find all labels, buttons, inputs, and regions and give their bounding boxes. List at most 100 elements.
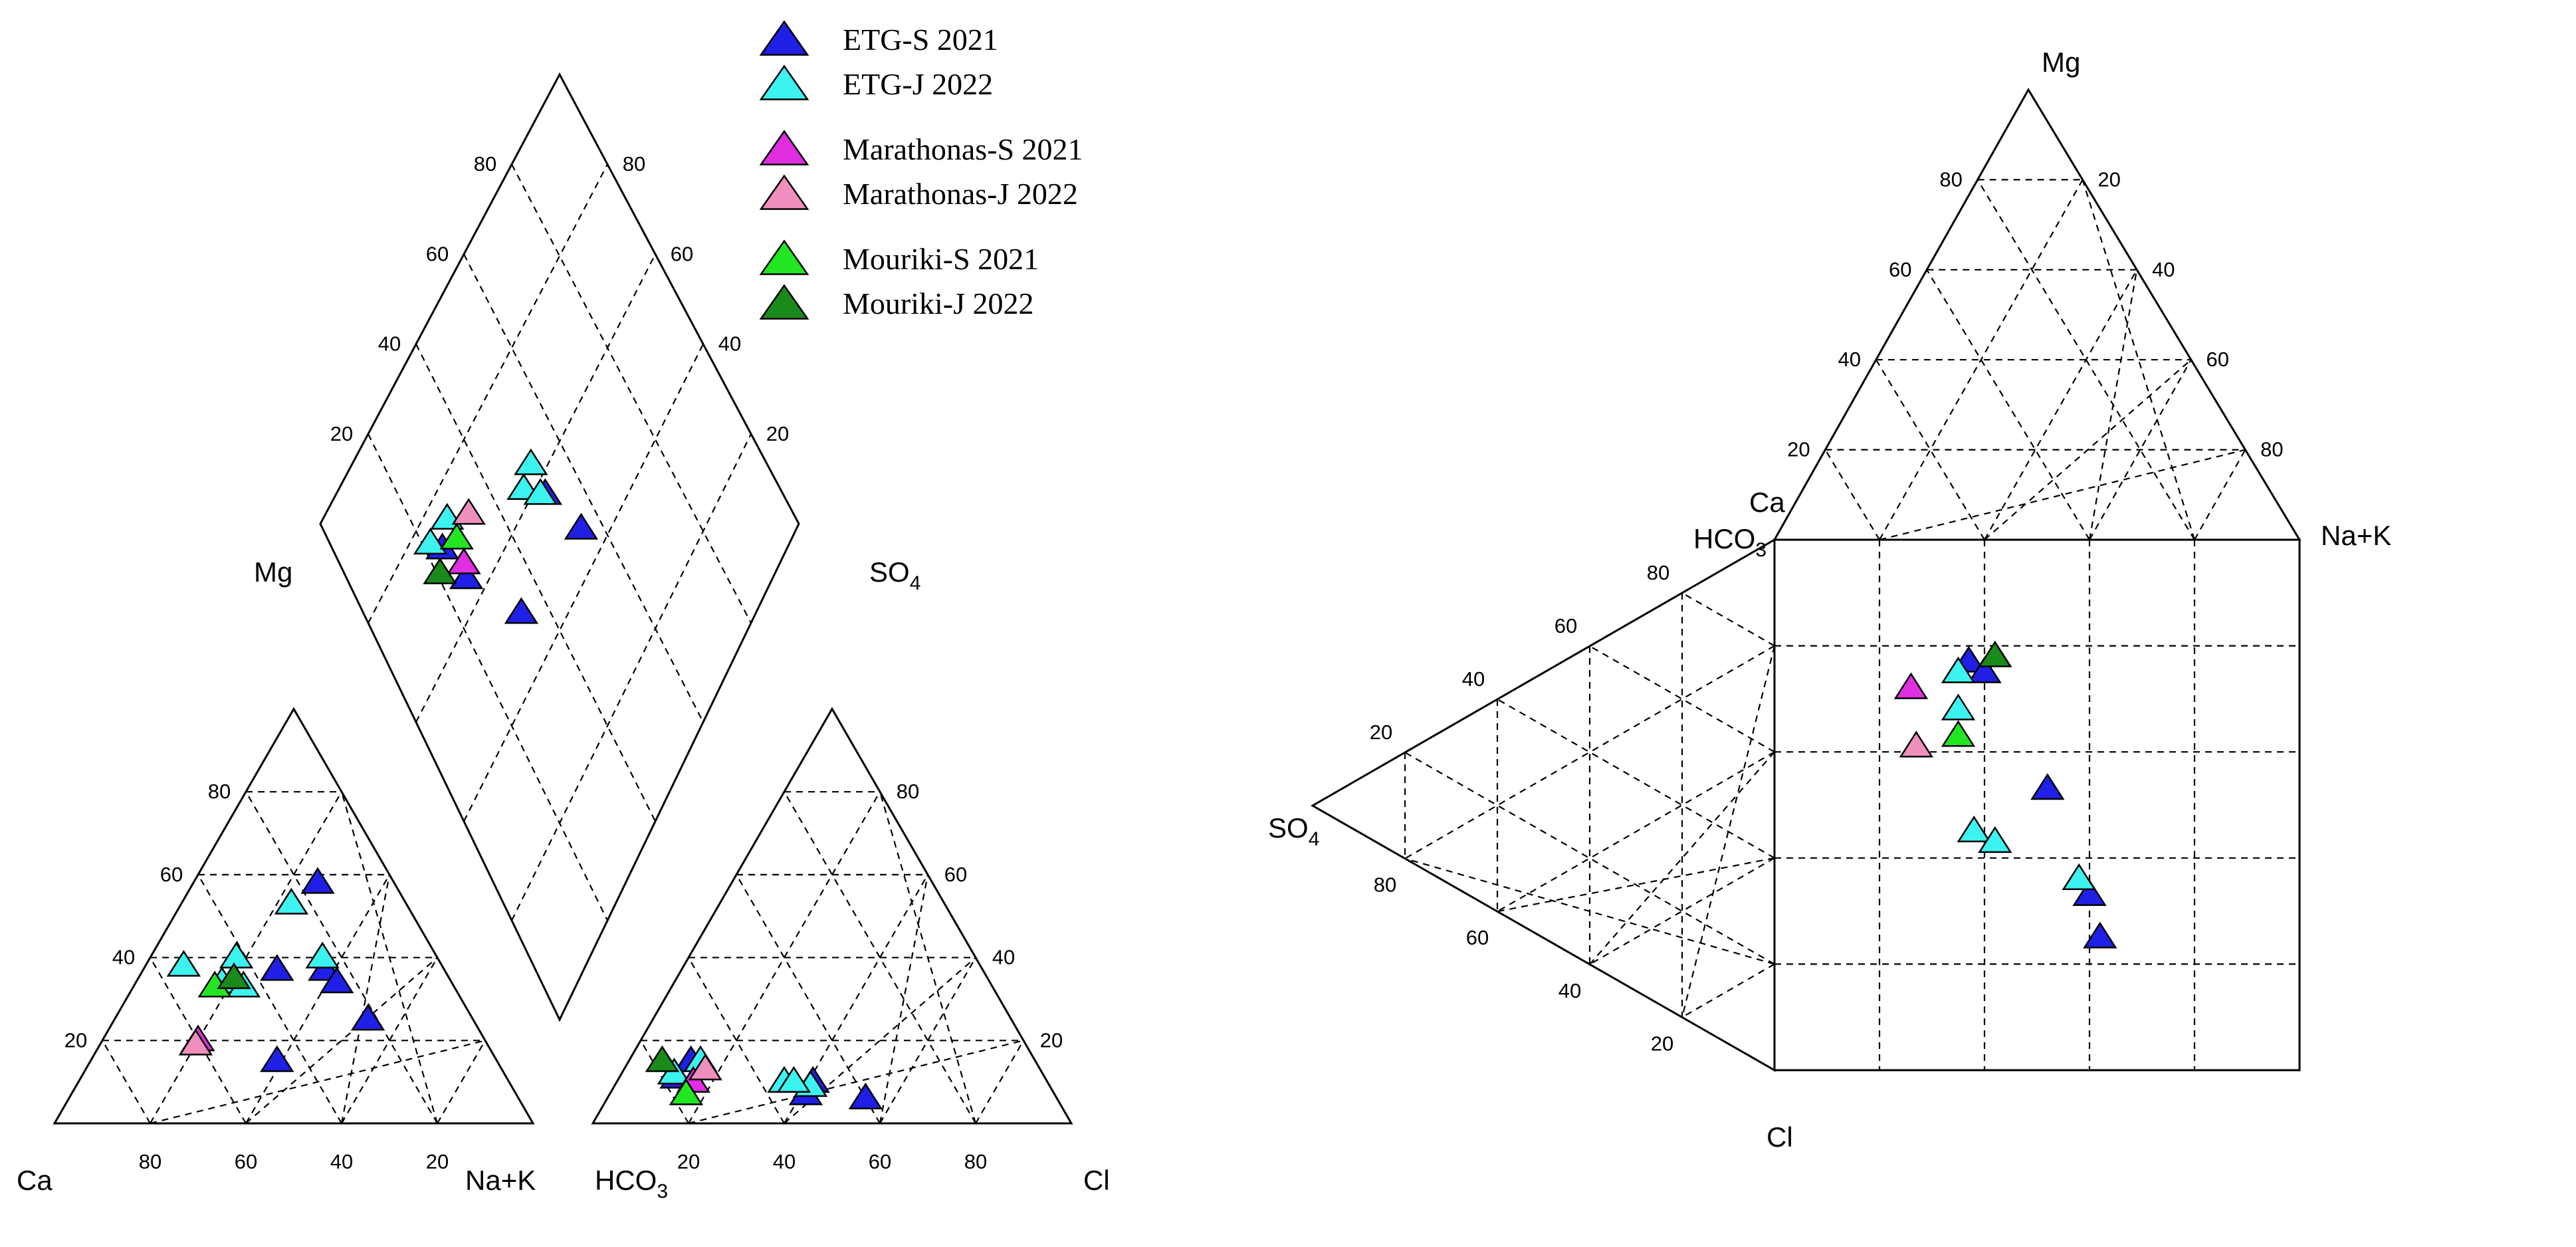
durov-square-point: [1978, 826, 2012, 853]
durov-anion-gridline: [1681, 963, 1775, 1018]
piper-axis-labels: Mg Ca Na+K SO4 HCO3 Cl: [17, 556, 1110, 1202]
legend-label: ETG-S 2021: [843, 23, 998, 57]
durov-square-point: [2062, 863, 2096, 890]
diamond-gridline: [415, 253, 656, 723]
legend-label: Mouriki-J 2022: [843, 286, 1034, 320]
legend-item: Mouriki-J 2022: [759, 284, 1034, 320]
anion-right-tick: 80: [897, 780, 919, 803]
durov-cation-gridline: [1984, 269, 2138, 540]
durov-cation-gridline: [1875, 359, 1985, 540]
anion-gridline: [975, 1040, 1024, 1124]
durov-cation-gridline: [2089, 359, 2192, 540]
legend-item: ETG-S 2021: [759, 20, 998, 57]
legend-item: ETG-J 2022: [759, 64, 993, 101]
legend-triangle-icon: [759, 20, 809, 56]
legend-label: ETG-J 2022: [843, 67, 993, 101]
legend: ETG-S 2021 ETG-J 2022 Marathonas-S 2021 Mar…: [759, 20, 1083, 320]
durov-left-lower-tick: 20: [1651, 1032, 1673, 1055]
diamond-gridline: [368, 164, 608, 624]
diagram-gridlines: [102, 164, 2300, 1125]
durov-square-point: [2030, 773, 2065, 800]
durov-left-lower-tick: 40: [1558, 979, 1581, 1002]
anion-point: [688, 1054, 722, 1081]
durov-axis-labels: Mg Ca Na+K HCO3 SO4 Cl: [1268, 47, 2391, 1153]
cation-point: [260, 954, 294, 981]
diagram-frames: [53, 72, 2302, 1125]
anion-bottom-tick: 40: [773, 1150, 796, 1173]
cation-left-tick: 20: [64, 1028, 87, 1052]
diamond-left-tick: 60: [426, 242, 449, 265]
cation-point: [178, 1028, 213, 1056]
diamond-left-tick: 40: [378, 332, 401, 356]
cation-bottom-tick: 60: [235, 1150, 257, 1173]
diagram-tick-labels: 80 60 40 20 20 40 60 80 20 40 60 80 20 40 60 80 20 20 40 40…: [64, 152, 2284, 1173]
diamond-right-tick: 80: [623, 152, 645, 175]
anion-gridline: [736, 874, 881, 1124]
anion-bottom-tick: 60: [869, 1150, 891, 1173]
anion-point: [848, 1082, 883, 1109]
durov-square-point: [1941, 656, 1976, 683]
diamond-point: [514, 448, 548, 475]
durov-top-left-tick: 20: [1787, 438, 1810, 461]
cation-triangle-frame: [53, 707, 535, 1125]
cation-gridline: [245, 791, 438, 1124]
durov-cation-triangle-frame: [1772, 88, 2302, 541]
legend-triangle-icon: [759, 64, 809, 100]
durov-top-left-tick: 60: [1889, 258, 1911, 281]
legend-triangle-icon: [759, 284, 809, 320]
durov-mg-label: Mg: [2042, 47, 2080, 78]
durov-top-right-tick: 80: [2260, 438, 2283, 461]
diamond-right-tick: 40: [718, 332, 741, 356]
durov-left-upper-tick: 60: [1555, 614, 1577, 637]
cation-point: [350, 1004, 385, 1031]
anion-point: [669, 1078, 704, 1105]
durov-cation-gridline: [1926, 269, 2090, 540]
legend-label: Marathonas-J 2022: [843, 177, 1078, 211]
cation-bottom-tick: 80: [139, 1150, 161, 1173]
cation-point: [300, 867, 335, 894]
anion-right-tick: 60: [944, 863, 967, 886]
durov-anion-gridline: [1497, 699, 1775, 859]
diamond-left-tick: 20: [330, 422, 353, 445]
piper-mg-label: Mg: [254, 556, 292, 588]
durov-left-upper-tick: 20: [1370, 721, 1392, 744]
cation-bottom-tick: 40: [330, 1150, 353, 1173]
anion-gridline: [688, 791, 881, 1124]
legend-triangle-icon: [759, 130, 809, 166]
cation-left-tick: 40: [112, 946, 135, 969]
piper-cl-label: Cl: [1083, 1165, 1110, 1196]
legend-triangle-icon: [759, 239, 809, 275]
anion-triangle-frame: [591, 707, 1073, 1125]
data-markers: [166, 448, 2117, 1109]
diamond-gridline: [463, 344, 704, 822]
cation-left-tick: 80: [208, 780, 231, 803]
cation-point: [166, 950, 201, 977]
anion-bottom-tick: 80: [964, 1150, 987, 1173]
diamond-point: [413, 527, 448, 555]
durov-anion-gridline: [1404, 857, 1775, 965]
durov-left-lower-tick: 80: [1374, 873, 1396, 897]
diamond-point: [423, 557, 457, 584]
diamond-frame: [319, 72, 800, 1022]
durov-left-lower-tick: 60: [1466, 926, 1489, 949]
durov-square-point: [1941, 693, 1976, 721]
cation-point: [305, 941, 340, 968]
legend-label: Mouriki-S 2021: [843, 242, 1039, 276]
durov-cation-gridline: [1879, 449, 2246, 541]
diamond-gridline: [511, 164, 752, 624]
cation-point: [320, 966, 354, 994]
durov-anion-triangle-frame: [1310, 538, 1776, 1072]
cation-point: [217, 962, 251, 990]
anion-point: [776, 1066, 811, 1093]
legend-label: Marathonas-S 2021: [843, 132, 1083, 166]
anion-gridline: [784, 874, 928, 1124]
diamond-gridline: [511, 433, 752, 921]
durov-so4-label: SO4: [1268, 812, 1319, 850]
durov-square-point: [1941, 720, 1976, 747]
diamond-point: [439, 522, 474, 550]
anion-right-tick: 20: [1040, 1028, 1063, 1052]
durov-top-right-tick: 40: [2152, 258, 2175, 281]
durov-top-right-tick: 60: [2206, 348, 2229, 371]
durov-top-left-tick: 40: [1838, 348, 1861, 371]
